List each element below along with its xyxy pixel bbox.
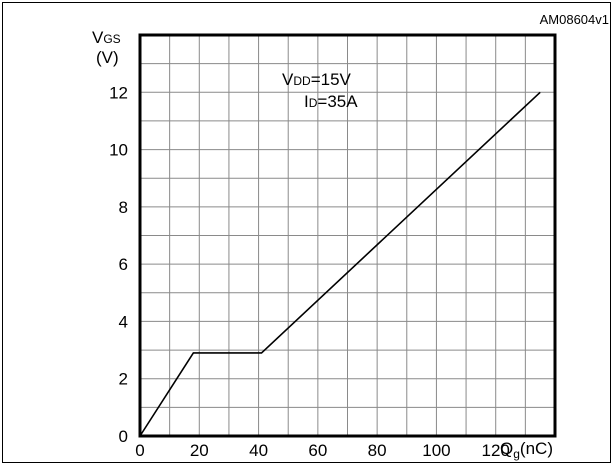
annotation-vdd: VDD=15V xyxy=(282,70,352,89)
x-tick-label: 20 xyxy=(190,441,209,460)
y-tick-label: 6 xyxy=(119,255,128,274)
annotation-vdd-sub: DD xyxy=(293,74,311,88)
x-tick-label: 100 xyxy=(422,441,450,460)
x-axis-label: Qg(nC) xyxy=(500,439,553,461)
x-axis-label-unit: (nC) xyxy=(520,439,553,458)
x-tick-label: 40 xyxy=(249,441,268,460)
annotation-id-value: =35A xyxy=(317,92,358,111)
y-tick-label: 10 xyxy=(109,141,128,160)
annotation-id-sub: D xyxy=(309,96,318,110)
y-tick-label: 4 xyxy=(119,312,128,331)
y-tick-label: 12 xyxy=(109,83,128,102)
x-tick-label: 120 xyxy=(482,441,510,460)
tick-labels: 0 20 40 60 80 100 120 0 2 4 6 8 10 12 xyxy=(109,83,510,460)
data-layer xyxy=(139,91,541,437)
y-axis-label-main: V xyxy=(92,28,104,47)
x-tick-label: 60 xyxy=(308,441,327,460)
y-tick-label: 8 xyxy=(119,198,128,217)
annotation-vdd-value: =15V xyxy=(311,70,352,89)
y-tick-label: 0 xyxy=(119,427,128,446)
y-axis-label-sub: GS xyxy=(103,32,120,46)
y-tick-label: 2 xyxy=(119,370,128,389)
plot-area-border xyxy=(138,33,557,438)
annotation-id: ID=35A xyxy=(304,92,358,111)
annotation-id-main: I xyxy=(304,92,309,111)
grid xyxy=(140,35,555,436)
x-tick-label: 0 xyxy=(135,441,144,460)
annotation: VDD=15V ID=35A xyxy=(282,70,358,111)
figure-frame xyxy=(2,2,611,463)
figure-id: AM08604v1 xyxy=(540,12,609,27)
series-line-vgs xyxy=(139,91,541,437)
annotation-vdd-main: V xyxy=(282,70,294,89)
y-axis-label: VGS xyxy=(92,28,121,47)
x-axis-label-main: Q xyxy=(500,439,513,458)
y-axis-unit: (V) xyxy=(96,48,119,67)
x-axis-label-sub: g xyxy=(513,447,520,461)
x-tick-label: 80 xyxy=(368,441,387,460)
